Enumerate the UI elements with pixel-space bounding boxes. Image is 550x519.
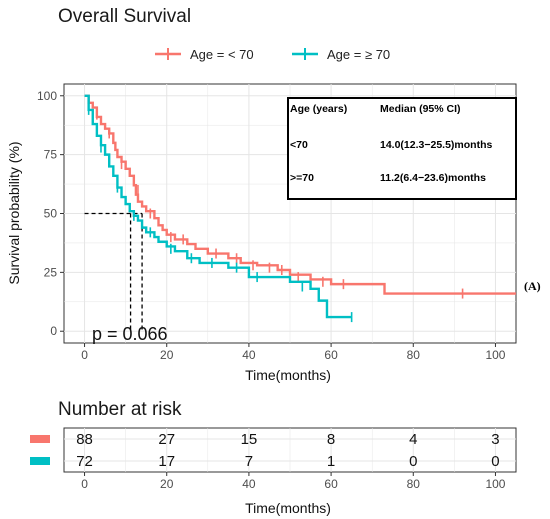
x-axis-ticks: 0 20 40 60 80 100: [81, 343, 506, 362]
risk-table-rows: 88 27 15 8 4 3 72 17 7 1 0 0: [30, 431, 500, 470]
risk-table-x-ticks: 0 20 40 60 80 100: [81, 472, 506, 491]
risk-x-tick-label: 60: [324, 477, 338, 491]
risk-count: 0: [491, 453, 499, 470]
median-table-header-median: Median (95% CI): [380, 103, 461, 115]
median-table-border: [287, 97, 517, 200]
y-tick-label: 0: [50, 324, 57, 338]
risk-count: 15: [241, 431, 258, 448]
risk-row-swatch: [30, 457, 50, 465]
risk-count: 4: [409, 431, 417, 448]
y-tick-label: 25: [44, 265, 58, 279]
risk-count: 88: [76, 431, 93, 448]
x-tick-label: 60: [324, 348, 338, 362]
risk-count: 7: [245, 453, 253, 470]
legend-item-under-70: Age = < 70: [155, 47, 254, 62]
x-axis-label: Time(months): [245, 367, 331, 383]
panel-label: (A): [524, 279, 541, 293]
legend-label-70-plus: Age = ≥ 70: [327, 47, 390, 62]
risk-table-title: Number at risk: [58, 399, 182, 420]
risk-count: 3: [491, 431, 499, 448]
chart-title: Overall Survival: [58, 6, 191, 27]
legend: Age = < 70 Age = ≥ 70: [155, 47, 390, 62]
median-table-row2-age: >=70: [290, 172, 314, 184]
risk-count: 17: [158, 453, 175, 470]
median-table: Age (years) Median (95% CI) <70 14.0(12.…: [287, 97, 517, 200]
risk-row-swatch: [30, 435, 50, 443]
risk-count: 8: [327, 431, 335, 448]
y-axis-ticks: 0 25 50 75 100: [37, 89, 64, 338]
y-tick-label: 50: [44, 207, 58, 221]
y-tick-label: 100: [37, 89, 57, 103]
survival-curve-70-plus: [84, 94, 352, 319]
p-value-label: p = 0.066: [92, 324, 168, 344]
y-tick-label: 75: [44, 148, 58, 162]
risk-count: 1: [327, 453, 335, 470]
risk-count: 72: [76, 453, 93, 470]
risk-count: 0: [409, 453, 417, 470]
median-reference-lines: [84, 212, 143, 332]
risk-x-tick-label: 40: [242, 477, 256, 491]
median-table-row1-age: <70: [290, 139, 308, 151]
x-tick-label: 40: [242, 348, 256, 362]
risk-x-tick-label: 80: [407, 477, 421, 491]
x-tick-label: 0: [81, 348, 88, 362]
median-table-row2-median: 11.2(6.4−23.6)months: [380, 172, 486, 184]
survival-curves: [84, 94, 516, 323]
x-tick-label: 20: [160, 348, 174, 362]
median-table-header-age: Age (years): [290, 103, 347, 115]
risk-count: 27: [158, 431, 175, 448]
x-tick-label: 100: [485, 348, 505, 362]
risk-x-tick-label: 20: [160, 477, 174, 491]
risk-x-tick-label: 0: [81, 477, 88, 491]
risk-table-x-label: Time(months): [245, 500, 331, 516]
median-table-row1-median: 14.0(12.3−25.5)months: [380, 139, 493, 151]
x-tick-label: 80: [407, 348, 421, 362]
risk-table-grid: [64, 428, 516, 472]
legend-label-under-70: Age = < 70: [190, 47, 254, 62]
y-axis-label: Survival probability (%): [6, 141, 22, 284]
risk-x-tick-label: 100: [485, 477, 505, 491]
legend-item-70-plus: Age = ≥ 70: [292, 47, 390, 62]
